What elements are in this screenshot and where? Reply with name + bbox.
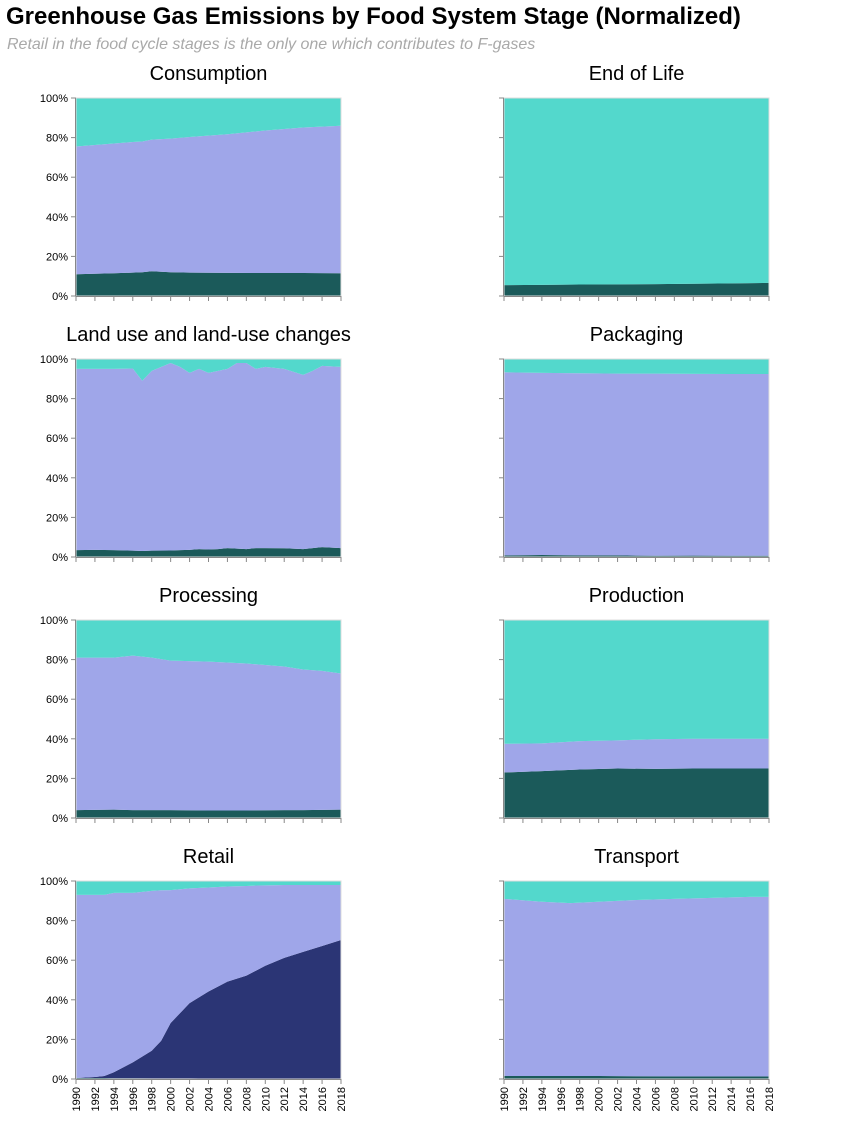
- y-tick-label: 80%: [46, 916, 68, 928]
- x-tick-label: 2006: [650, 1087, 662, 1111]
- facet-title: Packaging: [590, 324, 683, 346]
- y-tick-label: 40%: [46, 734, 68, 746]
- area-f-gases: [76, 940, 341, 1079]
- y-tick-label: 100%: [40, 354, 68, 366]
- area-n2o: [504, 881, 769, 904]
- area-co2: [76, 362, 341, 552]
- area-ch4: [76, 547, 341, 557]
- area-co2: [76, 125, 341, 275]
- x-tick-label: 1996: [556, 1087, 568, 1111]
- x-tick-label: 1990: [499, 1087, 511, 1111]
- area-ch4: [504, 282, 769, 296]
- y-tick-label: 20%: [46, 251, 68, 263]
- x-tick-label: 2012: [279, 1087, 291, 1111]
- area-n2o: [504, 98, 769, 286]
- y-tick-label: 0%: [52, 813, 68, 825]
- y-tick-label: 0%: [52, 552, 68, 564]
- area-n2o: [76, 98, 341, 147]
- y-tick-label: 60%: [46, 172, 68, 184]
- x-tick-label: 2016: [745, 1087, 757, 1111]
- x-tick-label: 2010: [260, 1087, 272, 1111]
- x-tick-label: 2000: [594, 1087, 606, 1111]
- x-tick-label: 2004: [632, 1087, 644, 1111]
- facet-consumption: Consumption 0% 20% 40% 60% 80% 100%: [40, 63, 342, 303]
- x-tick-label: 2018: [336, 1087, 348, 1111]
- x-tick-label: 1998: [575, 1087, 587, 1111]
- facet-processing: Processing 0% 20% 40% 60% 80% 100%: [40, 585, 342, 825]
- y-tick-label: 40%: [46, 212, 68, 224]
- x-tick-label: 1994: [537, 1087, 549, 1111]
- area-co2: [76, 884, 341, 1079]
- y-tick-label: 80%: [46, 394, 68, 406]
- y-tick-label: 80%: [46, 133, 68, 145]
- y-tick-label: 60%: [46, 955, 68, 967]
- facet-title: End of Life: [589, 63, 685, 85]
- area-n2o: [504, 620, 769, 744]
- y-tick-label: 100%: [40, 876, 68, 888]
- facet-retail: Retail 0% 20% 40% 60% 80% 100% 1990 1992 1994 1996…: [40, 846, 348, 1111]
- x-tick-label: 1992: [518, 1087, 530, 1111]
- area-ch4: [504, 1076, 769, 1079]
- y-tick-label: 60%: [46, 433, 68, 445]
- x-tick-label: 1994: [109, 1087, 121, 1111]
- area-co2: [504, 738, 769, 773]
- y-tick-label: 20%: [46, 1034, 68, 1046]
- facet-land-use-and-land-use-changes: Land use and land-use changes 0% 20% 40% 60%…: [40, 324, 351, 564]
- y-tick-label: 40%: [46, 473, 68, 485]
- area-co2: [504, 372, 769, 556]
- x-tick-label: 1992: [90, 1087, 102, 1111]
- area-co2: [76, 655, 341, 811]
- facet-production: Production: [499, 585, 770, 823]
- chart-title: Greenhouse Gas Emissions by Food System …: [6, 3, 741, 30]
- area-ch4: [76, 271, 341, 296]
- chart-subtitle: Retail in the food cycle stages is the o…: [7, 36, 536, 53]
- y-tick-label: 100%: [40, 615, 68, 627]
- x-tick-label: 2016: [317, 1087, 329, 1111]
- x-tick-label: 2014: [298, 1087, 310, 1111]
- area-co2: [504, 896, 769, 1077]
- x-tick-label: 2008: [669, 1087, 681, 1111]
- y-tick-label: 40%: [46, 995, 68, 1007]
- area-ch4: [76, 809, 341, 818]
- y-tick-label: 20%: [46, 512, 68, 524]
- facet-title: Consumption: [150, 63, 268, 85]
- y-tick-label: 0%: [52, 291, 68, 303]
- facet-title: Land use and land-use changes: [66, 324, 351, 346]
- facet-packaging: Packaging: [499, 324, 770, 562]
- y-tick-label: 80%: [46, 655, 68, 667]
- x-tick-label: 1998: [147, 1087, 159, 1111]
- x-tick-label: 2012: [707, 1087, 719, 1111]
- area-n2o: [76, 620, 341, 674]
- x-tick-label: 2006: [222, 1087, 234, 1111]
- y-tick-label: 0%: [52, 1074, 68, 1086]
- y-tick-label: 20%: [46, 773, 68, 785]
- x-tick-label: 2002: [613, 1087, 625, 1111]
- x-tick-label: 2014: [726, 1087, 738, 1111]
- x-tick-label: 2004: [204, 1087, 216, 1111]
- facet-title: Transport: [594, 846, 679, 868]
- area-n2o: [76, 359, 341, 381]
- area-ch4: [504, 768, 769, 818]
- facet-title: Production: [589, 585, 685, 607]
- y-tick-label: 100%: [40, 93, 68, 105]
- x-tick-label: 2010: [688, 1087, 700, 1111]
- area-n2o: [76, 881, 341, 895]
- x-tick-label: 2000: [166, 1087, 178, 1111]
- facet-transport: Transport 1990 1992 1994 1996 1998 2000 2002 200…: [499, 846, 776, 1111]
- x-tick-label: 1996: [128, 1087, 140, 1111]
- x-tick-label: 1990: [71, 1087, 83, 1111]
- x-tick-label: 2002: [185, 1087, 197, 1111]
- x-tick-label: 2008: [241, 1087, 253, 1111]
- x-tick-label: 2018: [764, 1087, 776, 1111]
- y-tick-label: 60%: [46, 694, 68, 706]
- area-n2o: [504, 359, 769, 375]
- facet-title: Retail: [183, 846, 234, 868]
- facet-end-of-life: End of Life: [499, 63, 770, 301]
- facet-title: Processing: [159, 585, 258, 607]
